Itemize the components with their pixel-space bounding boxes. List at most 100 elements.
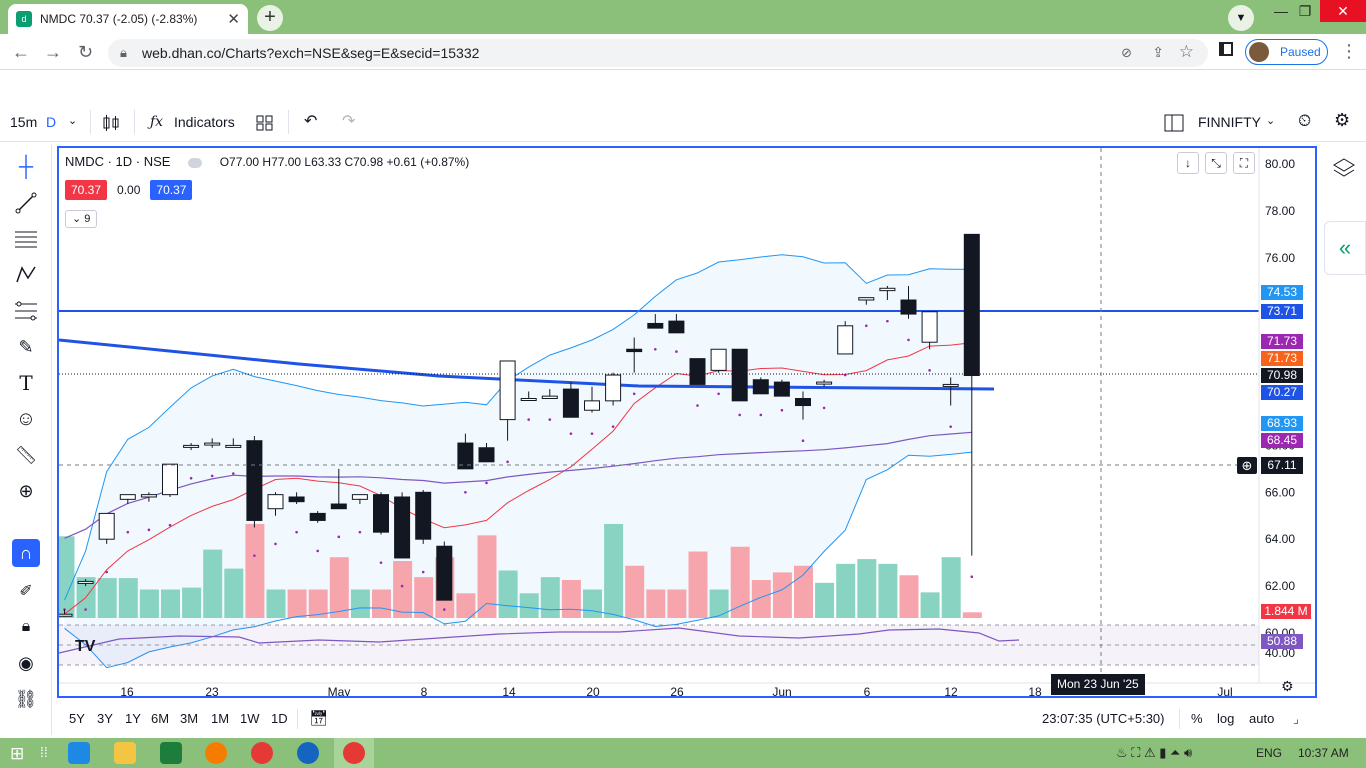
expand-panel-icon[interactable]: « xyxy=(1324,221,1366,275)
windows-start-icon[interactable]: ⊞ xyxy=(10,744,25,763)
date-range-icon[interactable]: 📅︎ xyxy=(309,710,329,727)
legend-symbol[interactable]: NMDC · 1D · NSE xyxy=(65,154,171,169)
candle-body[interactable] xyxy=(457,442,474,470)
new-tab-button[interactable]: + xyxy=(257,5,283,31)
candle-body[interactable] xyxy=(246,440,263,521)
layout-grid-icon[interactable] xyxy=(256,115,274,131)
clock-text[interactable]: 23:07:35 (UTC+5:30) xyxy=(1042,711,1165,726)
profile-button[interactable]: Paused xyxy=(1245,39,1328,65)
chart-pane[interactable]: TV 80.0078.0076.0068.0066.0064.0062.0060… xyxy=(57,146,1317,698)
redo-icon[interactable]: ↷ xyxy=(342,113,356,130)
eye-icon[interactable]: ◉ xyxy=(18,652,34,673)
draw-lock-pencil-icon[interactable]: ✐ xyxy=(19,583,33,600)
candles-icon[interactable] xyxy=(102,114,120,132)
browser-tab[interactable]: d NMDC 70.37 (-2.05) (-2.83%) ✕ xyxy=(8,4,248,34)
collapse-icon[interactable]: ⤡ xyxy=(1205,152,1227,174)
range-5y[interactable]: 5Y xyxy=(69,711,85,726)
ie-icon[interactable] xyxy=(68,742,90,764)
candle-body[interactable] xyxy=(119,494,136,500)
candle-body[interactable] xyxy=(267,494,284,510)
restore-icon[interactable]: ❐ xyxy=(1298,3,1312,19)
text-tool-icon[interactable]: T xyxy=(19,371,33,395)
candle-body[interactable] xyxy=(183,444,200,448)
symbol-chevron-icon[interactable]: ⌄ xyxy=(1266,115,1276,127)
candle-body[interactable] xyxy=(668,320,685,334)
zoom-in-icon[interactable]: ⊕ xyxy=(18,480,34,501)
candle-body[interactable] xyxy=(394,496,411,559)
candle-body[interactable] xyxy=(330,503,347,510)
tray-icons[interactable]: ♨ ⛶ ⚠ ▮ ⏶ 🔊︎ xyxy=(1116,745,1193,760)
layout-split-icon[interactable] xyxy=(1164,114,1184,132)
candle-body[interactable] xyxy=(584,400,600,411)
candle-body[interactable] xyxy=(605,374,622,402)
range-1w[interactable]: 1W xyxy=(240,711,260,726)
range-3m[interactable]: 3M xyxy=(180,711,199,726)
magnet-icon[interactable]: ∩ xyxy=(12,539,40,567)
trendline-icon[interactable] xyxy=(12,189,40,217)
ask-price[interactable]: 70.37 xyxy=(150,180,193,200)
candle-body[interactable] xyxy=(921,311,938,343)
emoji-icon[interactable]: ☺ xyxy=(15,407,37,430)
language-indicator[interactable]: ENG xyxy=(1256,746,1283,760)
reload-icon[interactable]: ↻ xyxy=(78,42,94,62)
candle-body[interactable] xyxy=(288,496,305,503)
back-icon[interactable]: ← xyxy=(12,42,30,62)
auto-toggle[interactable]: auto xyxy=(1249,711,1275,726)
chart-style-label[interactable]: D xyxy=(46,114,57,130)
fullscreen-icon[interactable]: ⛶ xyxy=(1233,152,1255,174)
fx-icon[interactable]: ƒx xyxy=(150,114,164,130)
candle-body[interactable] xyxy=(942,383,959,387)
add-alert-icon[interactable]: ⊕ xyxy=(1237,457,1257,474)
candle-body[interactable] xyxy=(499,360,516,421)
candle-body[interactable] xyxy=(478,447,495,463)
close-window-icon[interactable]: ✕ xyxy=(1320,0,1366,22)
range-6m[interactable]: 6M xyxy=(151,711,170,726)
task-view-icon[interactable]: ⁞⁞ xyxy=(40,744,48,760)
bid-price[interactable]: 70.37 xyxy=(65,180,108,200)
candle-body[interactable] xyxy=(162,463,178,496)
indicators-button[interactable]: Indicators xyxy=(174,114,235,130)
candle-body[interactable] xyxy=(98,512,115,540)
candle-body[interactable] xyxy=(647,322,664,329)
chevron-down-icon[interactable]: ⌄ xyxy=(68,115,78,127)
url-bar[interactable]: 🔒︎ web.dhan.co/Charts?exch=NSE&seg=E&sec… xyxy=(108,39,1208,67)
candle-body[interactable] xyxy=(626,348,643,353)
firefox-icon[interactable] xyxy=(205,742,227,764)
candle-body[interactable] xyxy=(773,381,790,397)
undo-icon[interactable]: ↶ xyxy=(304,113,318,130)
candle-body[interactable] xyxy=(140,494,157,498)
scroll-down-icon[interactable]: ↓ xyxy=(1177,152,1199,174)
pattern-icon[interactable] xyxy=(12,261,40,289)
candle-body[interactable] xyxy=(837,325,854,355)
fib-icon[interactable] xyxy=(12,297,40,325)
range-1d[interactable]: 1D xyxy=(271,711,288,726)
candle-body[interactable] xyxy=(879,287,896,292)
minimize-icon[interactable]: — xyxy=(1274,3,1288,19)
indicators-collapse-button[interactable]: ⌄ 9 xyxy=(65,210,98,228)
candle-body[interactable] xyxy=(752,379,769,395)
brush-icon[interactable]: ✎ xyxy=(18,336,34,357)
candle-body[interactable] xyxy=(520,398,537,401)
chrome-icon[interactable] xyxy=(251,742,273,764)
percent-toggle[interactable]: % xyxy=(1191,711,1203,726)
edge-icon[interactable] xyxy=(297,742,319,764)
lock-drawings-icon[interactable]: 🔒︎ xyxy=(21,618,31,635)
close-tab-icon[interactable]: ✕ xyxy=(227,11,240,28)
candle-body[interactable] xyxy=(351,494,368,500)
settings-gear-icon[interactable]: ⚙︎ xyxy=(1334,110,1351,130)
candle-body[interactable] xyxy=(436,545,453,601)
eye-off-icon[interactable]: ⊘ xyxy=(1121,45,1132,60)
candle-body[interactable] xyxy=(795,398,811,407)
range-1y[interactable]: 1Y xyxy=(125,711,141,726)
candle-body[interactable] xyxy=(963,233,980,377)
scale-corner-icon[interactable]: ⌟ xyxy=(1293,711,1300,726)
range-3y[interactable]: 3Y xyxy=(97,711,113,726)
forward-icon[interactable]: → xyxy=(44,42,62,62)
candle-body[interactable] xyxy=(710,348,727,371)
candle-body[interactable] xyxy=(225,444,242,448)
log-toggle[interactable]: log xyxy=(1217,711,1235,726)
candle-body[interactable] xyxy=(204,442,221,446)
ruler-icon[interactable]: 📏︎ xyxy=(14,444,38,465)
bookmark-star-icon[interactable]: ☆ xyxy=(1178,42,1194,61)
candle-body[interactable] xyxy=(900,299,917,315)
